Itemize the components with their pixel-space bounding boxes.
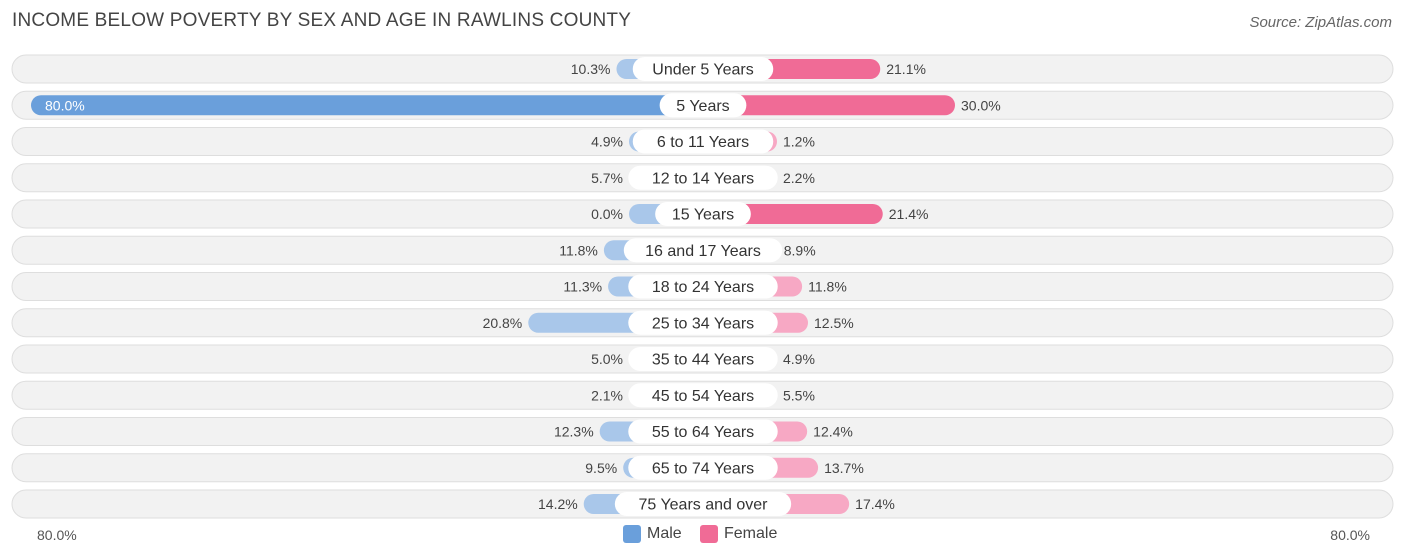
legend: Male Female bbox=[0, 523, 1406, 547]
category-label-bg bbox=[628, 383, 778, 408]
female-value-label: 11.8% bbox=[808, 279, 847, 295]
legend-item-female[interactable]: Female bbox=[700, 525, 777, 543]
male-value-label: 14.2% bbox=[538, 496, 578, 512]
female-value-label: 13.7% bbox=[824, 460, 864, 476]
category-label: 45 to 54 Years bbox=[652, 388, 754, 405]
female-value-label: 21.1% bbox=[886, 61, 926, 77]
category-label: 75 Years and over bbox=[639, 497, 769, 514]
male-value-label: 5.7% bbox=[591, 170, 623, 186]
male-value-label: 5.0% bbox=[591, 351, 623, 367]
male-value-label: 4.9% bbox=[591, 134, 623, 150]
category-label-bg bbox=[632, 129, 774, 154]
category-label-bg bbox=[614, 492, 792, 516]
female-value-label: 12.5% bbox=[814, 315, 854, 331]
male-bar bbox=[31, 95, 703, 116]
legend-swatch-female bbox=[700, 525, 718, 543]
category-label-bg bbox=[628, 165, 778, 190]
female-value-label: 12.4% bbox=[813, 424, 853, 440]
legend-label-female: Female bbox=[724, 525, 778, 542]
male-value-label: 80.0% bbox=[45, 97, 85, 113]
male-value-label: 12.3% bbox=[554, 424, 594, 440]
male-value-label: 10.3% bbox=[571, 61, 611, 77]
female-value-label: 8.9% bbox=[784, 242, 816, 258]
female-bar bbox=[703, 95, 955, 116]
male-value-label: 11.3% bbox=[563, 279, 602, 295]
chart-canvas: Under 5 Years 10.3% 21.1% 5 Years 80.0% 30.0%… bbox=[11, 54, 1394, 519]
category-label: 12 to 14 Years bbox=[652, 170, 754, 187]
category-label: 55 to 64 Years bbox=[652, 424, 754, 441]
category-label: 6 to 11 Years bbox=[657, 134, 749, 151]
category-label-bg bbox=[628, 310, 778, 335]
category-label: 16 and 17 Years bbox=[645, 243, 761, 260]
source-credit: Source: ZipAtlas.com bbox=[1249, 14, 1392, 31]
category-label-bg bbox=[628, 274, 778, 299]
male-value-label: 9.5% bbox=[585, 460, 617, 476]
female-value-label: 1.2% bbox=[783, 134, 815, 150]
category-label: 18 to 24 Years bbox=[652, 279, 754, 296]
category-label: Under 5 Years bbox=[652, 62, 753, 79]
male-value-label: 20.8% bbox=[483, 315, 523, 331]
category-label: 25 to 34 Years bbox=[652, 315, 754, 332]
category-label: 35 to 44 Years bbox=[652, 352, 754, 369]
category-label-bg bbox=[628, 347, 778, 371]
male-value-label: 2.1% bbox=[591, 387, 623, 403]
legend-label-male: Male bbox=[647, 525, 682, 542]
axis-right-label: 80.0% bbox=[1330, 527, 1370, 543]
male-value-label: 0.0% bbox=[591, 206, 623, 222]
female-value-label: 30.0% bbox=[961, 97, 1001, 113]
category-label: 65 to 74 Years bbox=[652, 460, 754, 477]
female-value-label: 4.9% bbox=[783, 351, 815, 367]
legend-swatch-male bbox=[623, 525, 641, 543]
category-label-bg bbox=[623, 238, 783, 263]
category-label-bg bbox=[628, 419, 778, 444]
legend-item-male[interactable]: Male bbox=[623, 525, 682, 543]
female-value-label: 5.5% bbox=[783, 387, 815, 403]
category-label: 5 Years bbox=[676, 98, 729, 115]
male-value-label: 11.8% bbox=[559, 242, 598, 258]
category-label-bg bbox=[655, 202, 751, 226]
axis-left-label: 80.0% bbox=[37, 527, 77, 543]
female-value-label: 2.2% bbox=[783, 170, 815, 186]
female-value-label: 17.4% bbox=[855, 496, 895, 512]
category-label-bg bbox=[632, 57, 774, 81]
category-label-bg bbox=[659, 93, 747, 118]
female-value-label: 21.4% bbox=[889, 206, 929, 222]
category-label: 15 Years bbox=[672, 207, 734, 224]
category-label-bg bbox=[628, 455, 778, 480]
chart-title: INCOME BELOW POVERTY BY SEX AND AGE IN R… bbox=[12, 10, 632, 31]
